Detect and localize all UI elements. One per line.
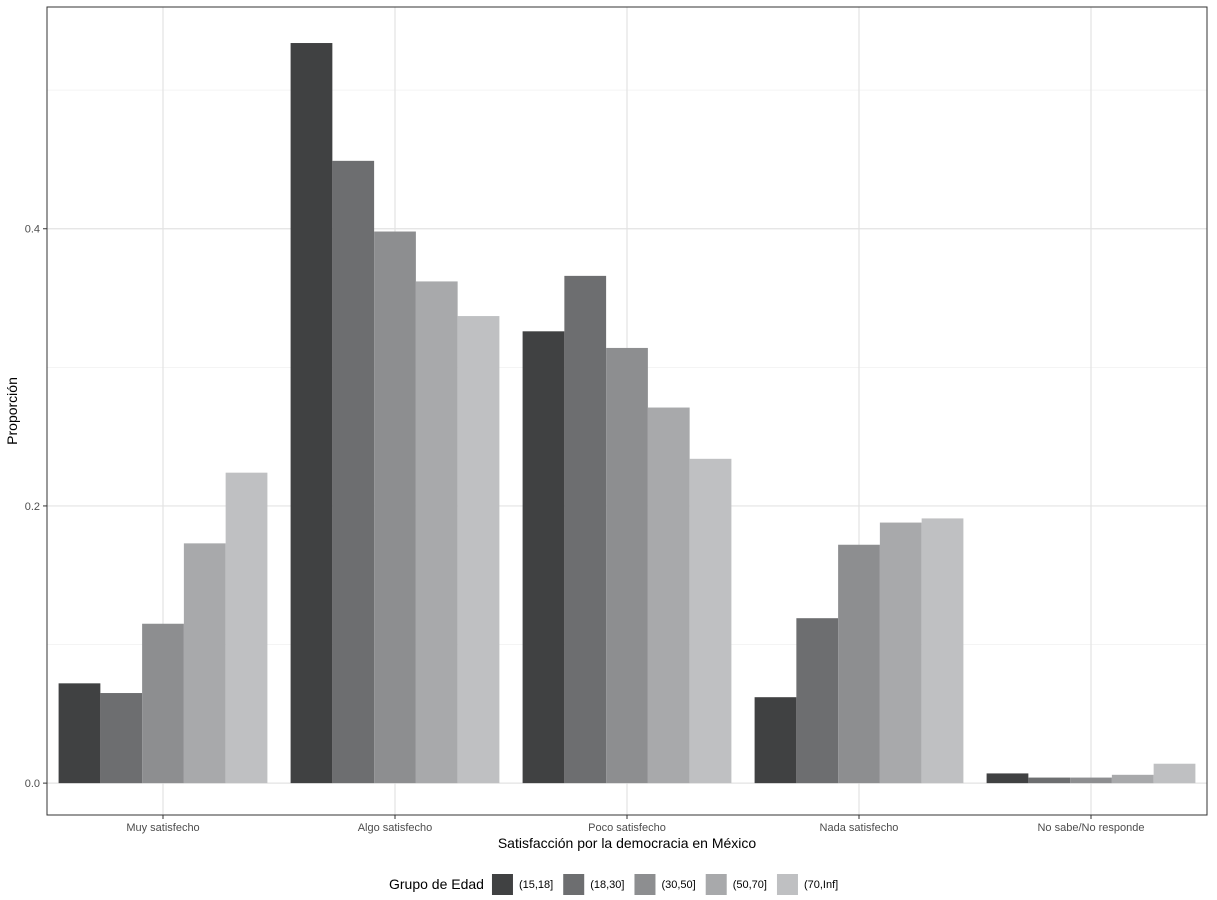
legend-title: Grupo de Edad — [389, 876, 484, 892]
legend-key — [563, 874, 585, 895]
legend: Grupo de Edad (15,18] (18,30] (30,50] (50,7… — [389, 874, 838, 895]
bar — [1153, 763, 1196, 784]
x-tick-label: Poco satisfecho — [588, 822, 666, 834]
bar — [142, 623, 184, 784]
bar — [1070, 777, 1112, 784]
bar — [754, 697, 797, 784]
bar — [58, 683, 101, 784]
bar — [838, 544, 880, 784]
bar — [921, 518, 964, 784]
legend-label: (15,18] — [519, 879, 553, 891]
legend-key — [705, 874, 727, 895]
legend-key — [491, 874, 513, 895]
bar — [374, 231, 416, 784]
bar — [183, 543, 226, 784]
bar — [879, 522, 922, 784]
legend-key — [776, 874, 798, 895]
y-axis: 0.0 0.2 0.4 — [25, 224, 47, 790]
x-axis: Muy satisfecho Algo satisfecho Poco satisf… — [126, 815, 1145, 834]
legend-label: (50,70] — [733, 879, 767, 891]
y-tick-label: 0.0 — [25, 778, 40, 790]
bar — [225, 472, 268, 784]
y-tick-label: 0.2 — [25, 501, 40, 513]
bars — [58, 43, 1196, 784]
legend-label: (18,30] — [590, 879, 624, 891]
y-tick-label: 0.4 — [25, 224, 40, 236]
bar — [100, 693, 143, 784]
x-axis-title: Satisfacción por la democracia en México — [498, 835, 757, 851]
legend-key — [634, 874, 656, 895]
bar — [647, 407, 690, 784]
bar — [796, 618, 839, 784]
bar — [1028, 777, 1071, 784]
bar — [986, 773, 1029, 784]
x-tick-label: Nada satisfecho — [820, 822, 899, 834]
bar — [564, 275, 607, 784]
bar — [457, 316, 500, 784]
bar — [415, 281, 458, 784]
bar — [522, 331, 565, 784]
x-tick-label: No sabe/No responde — [1037, 822, 1144, 834]
bar — [332, 160, 375, 784]
bar — [606, 347, 648, 784]
y-axis-title: Proporción — [4, 377, 20, 445]
x-tick-label: Algo satisfecho — [358, 822, 433, 834]
bar — [290, 43, 333, 784]
x-tick-label: Muy satisfecho — [126, 822, 199, 834]
legend-label: (30,50] — [661, 879, 695, 891]
bar — [689, 458, 732, 784]
bar — [1111, 774, 1154, 784]
legend-label: (70,Inf] — [804, 879, 838, 891]
